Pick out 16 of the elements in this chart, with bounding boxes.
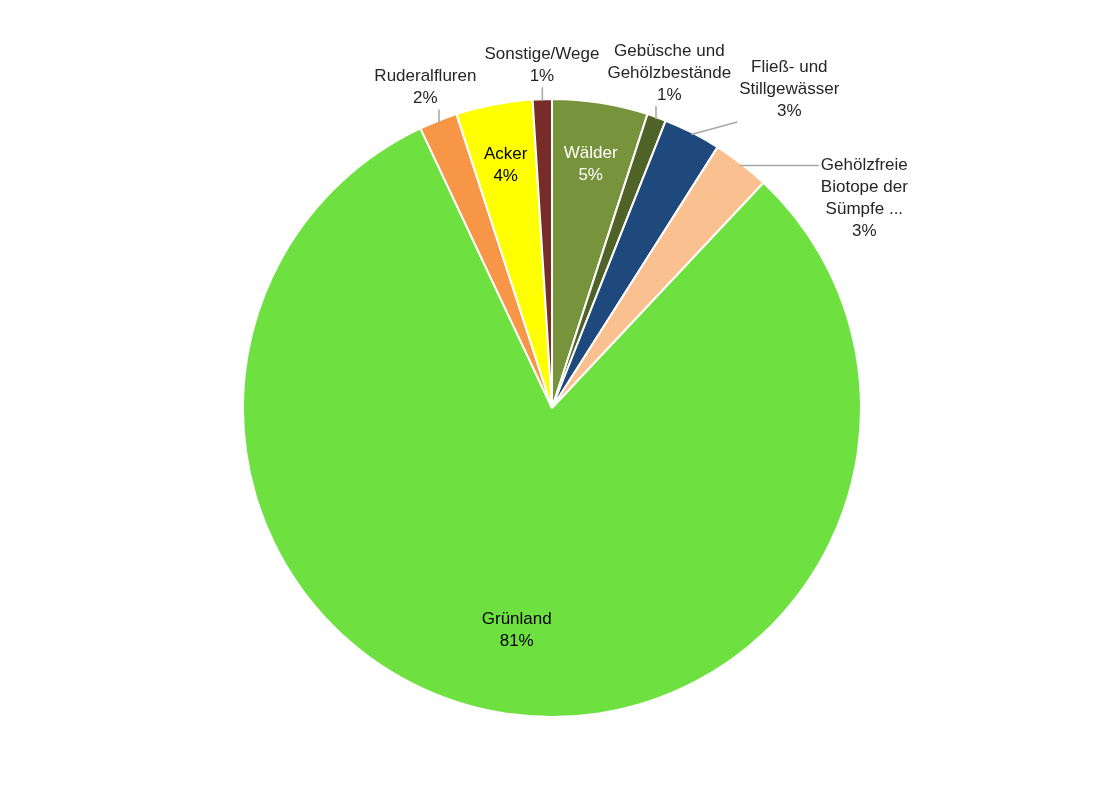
slice-label: Sonstige/Wege xyxy=(484,43,600,63)
slice-label: Gehölzfreie Biotope der Sümpfe ... xyxy=(820,155,909,219)
slice-label: Fließ- und Stillgewässer xyxy=(739,56,840,98)
data-label: 81% xyxy=(499,631,534,651)
data-label: 5% xyxy=(578,164,603,184)
slice-label: Gebüsche und Gehölzbestände xyxy=(607,40,732,82)
data-label: 3% xyxy=(852,221,877,241)
slice-label: Acker xyxy=(483,143,528,163)
data-label: 1% xyxy=(529,65,555,85)
data-label: 1% xyxy=(657,84,682,104)
data-label: 2% xyxy=(413,88,438,108)
data-label: 4% xyxy=(493,165,518,185)
slice-label: Ruderalfluren xyxy=(374,66,477,86)
data-label: 3% xyxy=(777,100,802,120)
slice-label: Grünland xyxy=(481,609,552,629)
slice-label: Wälder xyxy=(563,142,618,162)
